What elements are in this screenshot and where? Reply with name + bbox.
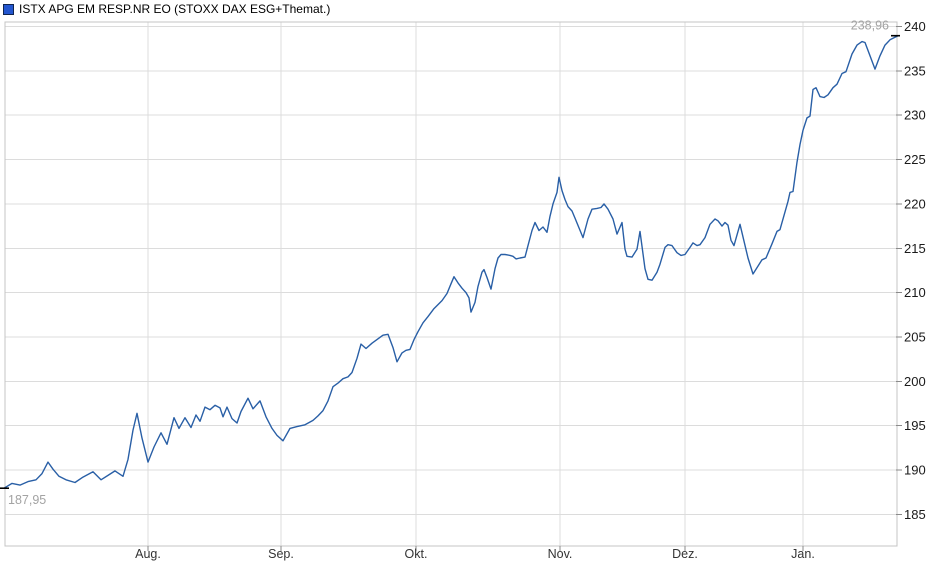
y-axis-label: 225 (904, 152, 926, 167)
end-value-label: 238,96 (851, 19, 889, 33)
y-axis-label: 205 (904, 330, 926, 345)
x-axis-label: Sep. (268, 547, 294, 561)
x-axis-label: Nov. (548, 547, 573, 561)
y-axis-label: 215 (904, 241, 926, 256)
y-axis-label: 220 (904, 196, 926, 211)
y-axis-label: 235 (904, 63, 926, 78)
y-axis-label: 230 (904, 108, 926, 123)
x-axis-label: Dez. (672, 547, 698, 561)
y-axis-label: 210 (904, 285, 926, 300)
x-axis-label: Aug. (135, 547, 161, 561)
plot-border (4, 21, 898, 547)
y-axis-label: 185 (904, 507, 926, 522)
x-axis-label: Jan. (791, 547, 815, 561)
chart-legend: ISTX APG EM RESP.NR EO (STOXX DAX ESG+Th… (3, 2, 330, 16)
chart-title: ISTX APG EM RESP.NR EO (STOXX DAX ESG+Th… (19, 2, 331, 16)
legend-marker-icon (3, 3, 14, 15)
y-axis-label: 190 (904, 463, 926, 478)
y-axis-label: 240 (904, 19, 926, 34)
x-axis-label: Okt. (405, 547, 428, 561)
start-value-label: 187,95 (8, 493, 46, 507)
price-line (3, 35, 899, 489)
y-axis-label: 195 (904, 418, 926, 433)
y-axis-label: 200 (904, 374, 926, 389)
